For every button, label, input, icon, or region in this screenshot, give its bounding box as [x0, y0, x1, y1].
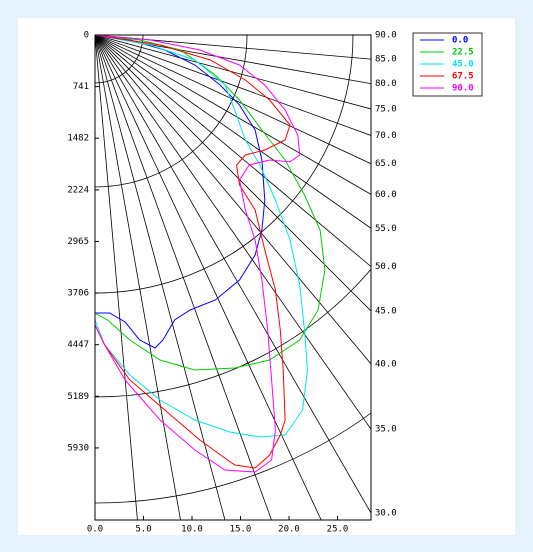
radial-grid-line	[95, 35, 371, 312]
radial-grid-line	[95, 35, 371, 514]
x-tick-label: 5.0	[135, 525, 151, 535]
legend-label: 22.5	[452, 48, 474, 58]
radial-grid-line	[95, 35, 272, 520]
legend-label: 0.0	[452, 36, 468, 46]
intensity-curve	[95, 35, 266, 349]
y-tick-label: 2224	[67, 185, 89, 195]
radial-grid-line	[95, 35, 371, 195]
angle-tick-label: 45.0	[375, 307, 397, 317]
y-tick-label: 0	[84, 31, 89, 41]
radial-grid-line	[95, 35, 226, 520]
angle-tick-label: 85.0	[375, 55, 397, 65]
angle-tick-label: 90.0	[375, 31, 397, 41]
angle-tick-label: 55.0	[375, 224, 397, 234]
labels: 90.0 85.0 80.0 75.0 70.0 65.0 60.0 55.0 50.0 45.0…	[67, 31, 473, 535]
y-tick-label: 4447	[67, 340, 89, 350]
x-tick-label: 15.0	[230, 525, 252, 535]
radial-grid-line	[95, 35, 138, 520]
angle-tick-label: 70.0	[375, 131, 397, 141]
angle-tick-label: 35.0	[375, 425, 397, 435]
x-tick-label: 0.0	[87, 525, 103, 535]
angle-tick-label: 50.0	[375, 262, 397, 272]
angle-tick-label: 40.0	[375, 359, 397, 369]
grid	[95, 35, 371, 520]
intensity-curve	[95, 35, 309, 438]
radial-grid-line	[95, 35, 371, 229]
legend-label: 90.0	[452, 84, 474, 94]
legend-label: 67.5	[452, 72, 474, 82]
y-tick-label: 1482	[67, 134, 89, 144]
y-tick-label: 741	[73, 82, 89, 92]
y-tick-label: 5930	[67, 443, 89, 453]
intensity-curve	[95, 35, 301, 473]
curves	[95, 35, 326, 473]
y-tick-label: 3706	[67, 289, 89, 299]
angle-tick-label: 65.0	[375, 159, 397, 169]
radial-grid-line	[95, 35, 371, 365]
radial-grid-line	[95, 35, 371, 165]
angle-tick-label: 30.0	[375, 509, 397, 519]
y-tick-label: 5189	[67, 392, 89, 402]
radial-grid-line	[95, 35, 371, 430]
y-tick-label: 2965	[67, 237, 89, 247]
radial-grid-line	[95, 35, 181, 520]
angle-tick-label: 60.0	[375, 190, 397, 200]
intensity-curve	[95, 35, 326, 371]
x-tick-label: 20.0	[278, 525, 300, 535]
radial-grid-line	[95, 35, 322, 520]
angle-tick-label: 75.0	[375, 104, 397, 114]
x-tick-label: 25.0	[327, 525, 349, 535]
intensity-curve	[95, 35, 291, 469]
angle-tick-label: 80.0	[375, 79, 397, 89]
radial-grid-line	[95, 35, 371, 267]
plot-frame	[94, 34, 372, 521]
radial-grid-line	[95, 35, 371, 136]
x-tick-label: 10.0	[181, 525, 203, 535]
legend-label: 45.0	[452, 60, 474, 70]
radial-grid-line	[95, 35, 371, 110]
